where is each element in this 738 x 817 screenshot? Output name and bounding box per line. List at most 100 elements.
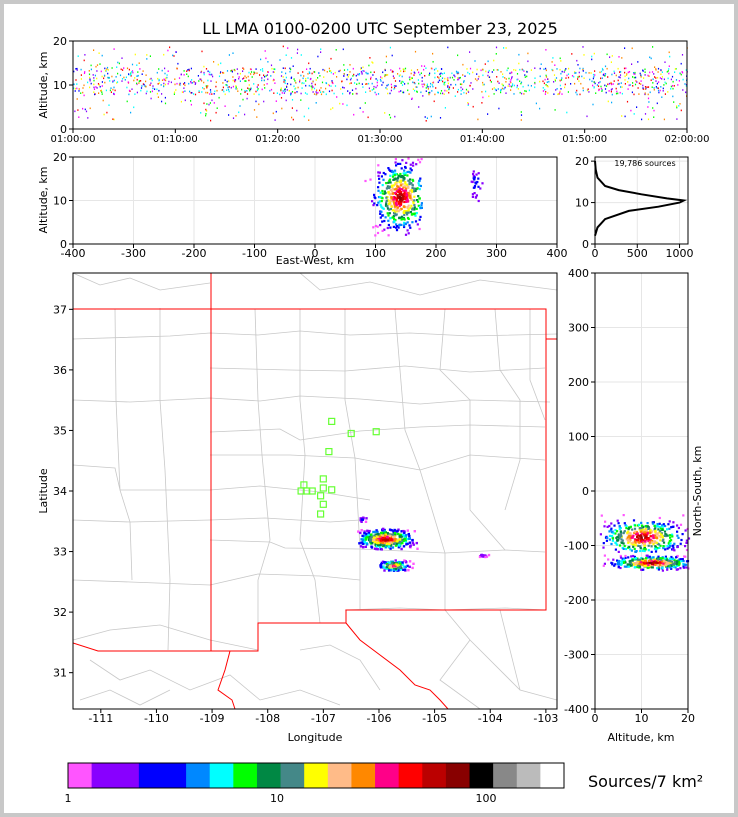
ns-source-cell (644, 548, 647, 551)
plan-view-source-cell (391, 533, 395, 536)
time-height-source (607, 100, 609, 103)
time-height-source (231, 69, 233, 72)
ew-source-cell (403, 185, 406, 188)
time-height-source (240, 93, 242, 95)
ew-source-cell (387, 181, 390, 184)
ns-source-cell (673, 562, 676, 565)
time-height-source (667, 91, 669, 93)
plan-view-source-cell (374, 530, 377, 534)
station-marker (308, 487, 316, 495)
time-height-source (546, 81, 548, 83)
ns-source-cell (613, 564, 616, 567)
time-height-source (359, 107, 361, 109)
time-height-source (670, 88, 672, 90)
ns-source-cell (667, 542, 670, 545)
time-height-source (422, 85, 424, 88)
time-height-source (467, 104, 469, 106)
time-height-source (632, 76, 634, 78)
time-height-source (519, 68, 521, 71)
time-height-source (544, 93, 546, 95)
ew-source-cell (409, 167, 412, 170)
time-height-source (583, 77, 585, 79)
time-height-source (101, 81, 103, 83)
time-height-source (612, 83, 614, 85)
ns-source-cell (650, 562, 653, 565)
time-height-source (414, 82, 416, 85)
ns-source-cell (606, 525, 609, 528)
ew-source-cell (413, 208, 416, 211)
time-height-source (673, 85, 675, 87)
time-height-source (619, 91, 621, 94)
time-height-source (210, 91, 212, 93)
ns-source-cell (618, 559, 621, 563)
time-height-source (300, 54, 302, 56)
ns-source-cell (629, 534, 632, 537)
time-height-source (158, 79, 160, 82)
time-height-source (634, 71, 636, 74)
time-height-source (310, 85, 312, 88)
plan-view-source-cell (387, 545, 391, 548)
time-height-xtick-label: 02:00:00 (665, 134, 710, 145)
time-height-source (280, 89, 282, 92)
time-height-source (215, 81, 217, 83)
plan-view-source-cell (380, 543, 384, 547)
ew-source-cell (404, 182, 407, 185)
ew-source-cell (390, 197, 393, 200)
time-height-source (580, 82, 582, 85)
time-height-source (373, 71, 375, 73)
time-height-source (633, 73, 635, 75)
time-height-source (258, 103, 260, 106)
time-height-source (667, 70, 669, 72)
plan-view-xtick-label: -103 (533, 712, 558, 725)
ns-source-cell (680, 538, 683, 542)
time-height-source (255, 90, 257, 93)
ns-source-cell (617, 550, 620, 553)
time-height-source (343, 73, 345, 75)
time-height-source (680, 73, 682, 76)
time-height-source (427, 88, 429, 90)
time-height-source (90, 64, 92, 67)
time-height-source (283, 81, 285, 83)
time-height-source (308, 84, 310, 87)
time-height-source (245, 80, 247, 82)
plan-view-source-cell (394, 564, 397, 568)
time-height-source (643, 77, 645, 79)
time-height-source (402, 91, 404, 94)
ew-source-cell (400, 203, 403, 206)
ew-source-cell (394, 158, 397, 161)
time-height-source (244, 75, 246, 77)
plan-view-source-cell (402, 568, 405, 571)
ew-source-cell (407, 185, 410, 188)
time-height-source (386, 88, 388, 90)
time-height-source (392, 75, 394, 77)
ew-source-cell (408, 224, 411, 227)
time-height-source (594, 74, 596, 76)
time-height-source (453, 79, 455, 81)
time-height-source (246, 90, 248, 92)
plan-view-source-cell (402, 533, 405, 536)
time-height-source (251, 76, 253, 78)
ns-source-cell (620, 563, 623, 566)
time-height-source (164, 72, 166, 75)
time-height-source (679, 103, 681, 105)
time-height-source (228, 80, 230, 82)
time-height-source (496, 76, 498, 78)
time-height-source (142, 83, 144, 85)
ns-source-cell (637, 564, 640, 567)
ew-source-cell (407, 191, 410, 195)
time-height-source (232, 79, 234, 82)
ew-source-cell (405, 193, 408, 196)
time-height-source (656, 87, 658, 89)
time-height-source (392, 70, 394, 73)
ew-source-cell (388, 179, 391, 182)
ns-source-cell (656, 567, 659, 570)
ew-source-cell (395, 223, 398, 226)
ew-source-cell (399, 181, 402, 184)
ew-source-cell (387, 185, 390, 188)
ew-source-cell (406, 221, 409, 224)
plan-view-source-cell (364, 534, 367, 537)
time-height-source (553, 74, 556, 76)
time-height-source (663, 118, 665, 121)
time-height-source (552, 69, 554, 72)
time-height-source (228, 54, 230, 56)
